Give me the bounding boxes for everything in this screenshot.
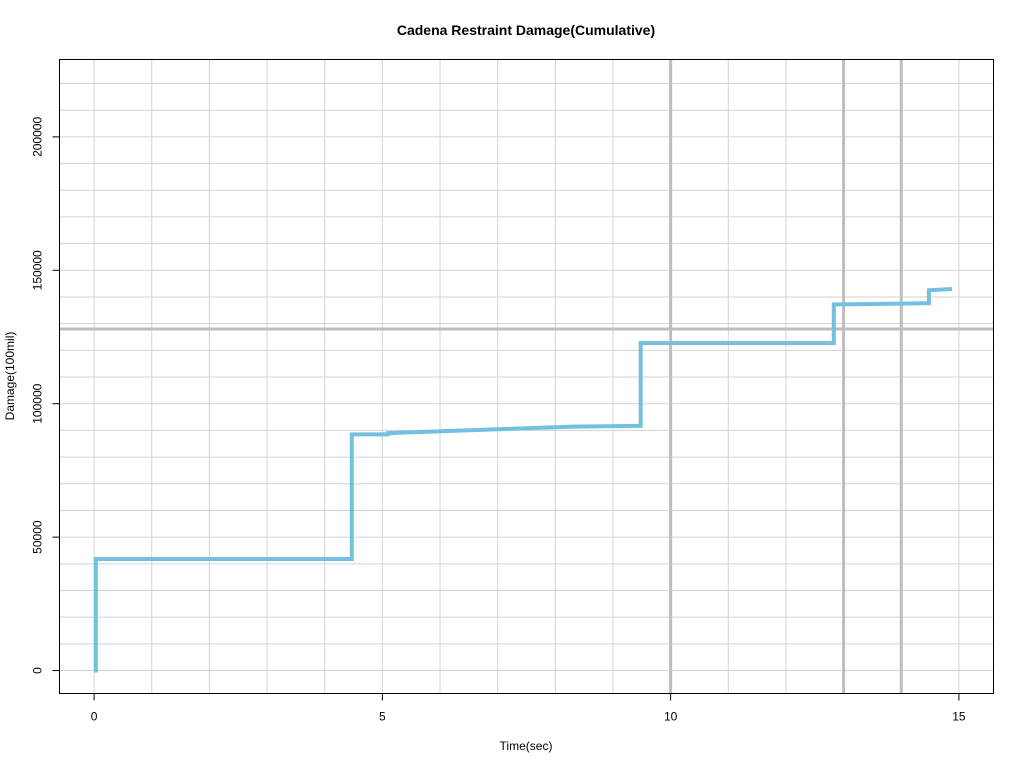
x-tick-label: 0 — [91, 710, 98, 724]
series-line — [93, 286, 953, 673]
x-tick-label: 5 — [379, 710, 386, 724]
y-tick-label: 200000 — [31, 117, 45, 157]
x-axis-label: Time(sec) — [500, 739, 553, 753]
plot-frame — [59, 59, 994, 694]
y-axis-label: Damage(100mil) — [3, 332, 17, 421]
x-tick-label: 10 — [664, 710, 678, 724]
y-tick-label: 100000 — [31, 383, 45, 423]
x-axis: 0 5 10 15 — [91, 693, 966, 724]
y-axis: 0 50000 100000 150000 200000 — [31, 117, 60, 674]
x-tick-label: 15 — [952, 710, 966, 724]
y-tick-label: 150000 — [31, 250, 45, 290]
y-tick-label: 0 — [31, 667, 45, 674]
series-layer — [93, 286, 953, 673]
y-tick-label: 50000 — [31, 520, 45, 554]
reference-lines — [59, 59, 994, 694]
chart-title: Cadena Restraint Damage(Cumulative) — [397, 22, 655, 38]
